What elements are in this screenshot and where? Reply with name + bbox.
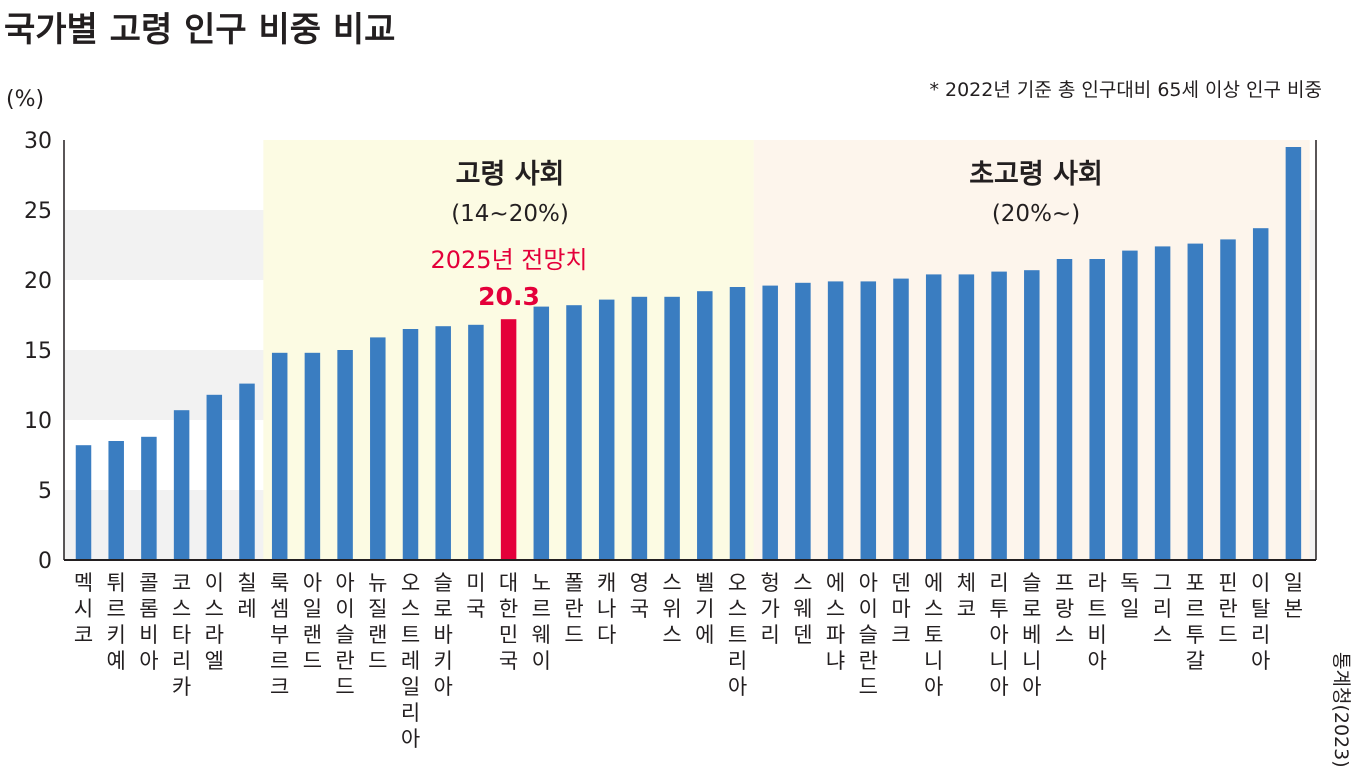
bar-32: [1122, 250, 1138, 560]
y-tick-15: 15: [24, 339, 52, 364]
y-tick-5: 5: [38, 479, 52, 504]
bar-31: [1089, 259, 1105, 560]
axes: [63, 140, 1317, 561]
bars: [75, 147, 1302, 560]
y-tick-25: 25: [24, 199, 52, 224]
chart-title: 국가별 고령 인구 비중 비교: [4, 10, 396, 50]
bar-5: [239, 383, 255, 560]
bar-15: [566, 305, 582, 560]
bar-25: [893, 278, 909, 560]
bar-1: [108, 441, 124, 560]
bar-11: [435, 326, 451, 560]
bar-30: [1056, 259, 1073, 560]
bar-29: [1024, 270, 1040, 560]
bar-18: [664, 296, 680, 560]
bar-37: [1285, 147, 1302, 560]
bar-24: [860, 281, 877, 560]
chart-note: * 2022년 기준 총 인구대비 65세 이상 인구 비중: [929, 79, 1322, 101]
bar-8: [337, 350, 353, 560]
bar-22: [795, 282, 811, 560]
bar-17: [631, 296, 648, 560]
zone-title-super-aged: 초고령 사회: [969, 159, 1103, 190]
zone-range-aged: (14~20%): [451, 201, 569, 227]
y-tick-30: 30: [24, 129, 52, 154]
source-label: 통계청(2023): [1330, 652, 1352, 768]
bar-highlight: [500, 319, 517, 560]
highlight-label: 2025년 전망치: [430, 246, 587, 274]
zone-range-super-aged: (20%~): [992, 201, 1080, 227]
category-labels: 멕 시 코 튀 르 키 예 콜 롬 비 아 코 스 타 리 카 이 스 라 엘 칠 레 룩 셈 부 르 크 아 일 랜 드 아 이 슬 란 드 뉴 질 랜 드…: [74, 571, 1303, 751]
bar-14: [533, 306, 550, 560]
bar-20: [729, 287, 746, 560]
bar-10: [402, 329, 419, 560]
y-ticks: 0 5 10 15 20 25 30: [24, 129, 52, 574]
y-tick-0: 0: [38, 549, 52, 574]
bar-28: [991, 271, 1007, 560]
bar-36: [1252, 228, 1269, 560]
bar-35: [1220, 239, 1236, 560]
bar-2: [141, 436, 157, 560]
bar-23: [827, 281, 844, 560]
bar-0: [75, 445, 92, 560]
bar-33: [1154, 246, 1171, 560]
zone-backgrounds: [263, 140, 1310, 560]
bar-4: [206, 394, 223, 560]
zone-title-aged: 고령 사회: [456, 159, 565, 190]
bar-7: [304, 352, 321, 560]
highlight-value: 20.3: [478, 282, 540, 311]
bar-34: [1187, 243, 1204, 560]
bar-26: [925, 274, 942, 560]
bar-9: [370, 337, 386, 560]
y-tick-10: 10: [24, 409, 52, 434]
y-axis-unit: (%): [6, 87, 44, 112]
y-tick-20: 20: [24, 269, 52, 294]
bar-21: [762, 285, 778, 560]
bar-3: [173, 410, 190, 560]
bar-16: [598, 299, 615, 560]
bar-12: [468, 324, 484, 560]
bar-6: [271, 352, 288, 560]
bar-19: [697, 291, 713, 560]
bar-27: [958, 274, 975, 560]
